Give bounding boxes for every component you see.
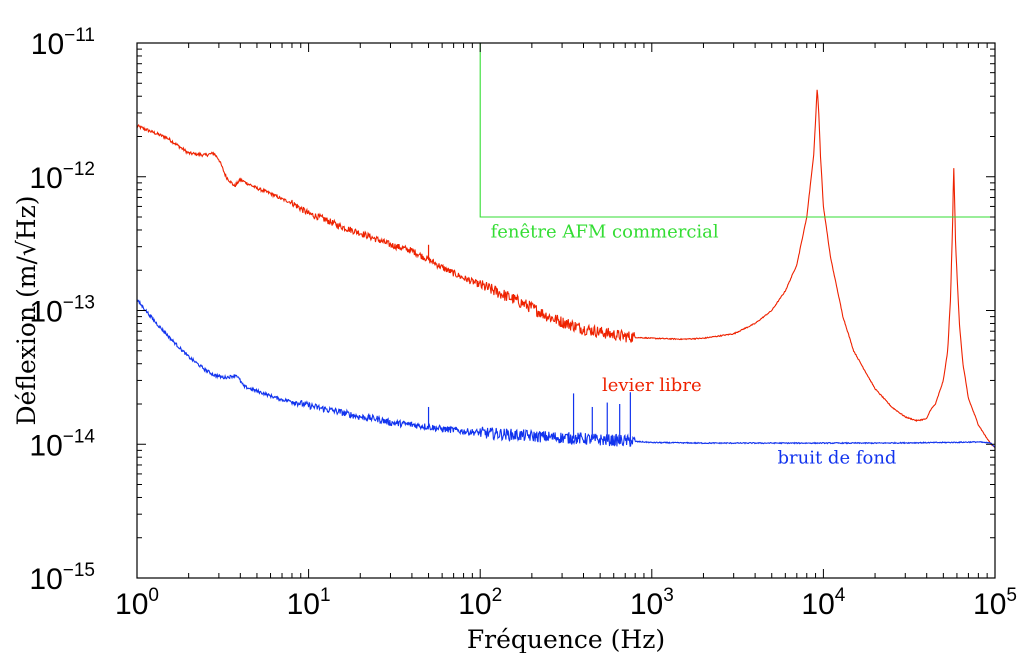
y-tick-label: 10−15 bbox=[29, 560, 95, 596]
annotation-levier-libre: levier libre bbox=[602, 375, 702, 396]
x-tick-label: 102 bbox=[458, 585, 502, 621]
y-tick-label: 10−11 bbox=[31, 25, 95, 61]
annotation-fenetre-afm-commercial: fenêtre AFM commercial bbox=[491, 222, 719, 243]
y-axis-label: Déflexion (m/√Hz) bbox=[12, 195, 41, 425]
x-tick-label: 104 bbox=[801, 585, 845, 621]
x-tick-label: 101 bbox=[287, 585, 331, 621]
tick-labels: 100 101 102 103 104 10510−1510−1410−1310−1210… bbox=[29, 25, 1017, 621]
x-tick-label: 100 bbox=[115, 585, 159, 621]
series-line-fenetre-afm-commercial bbox=[480, 43, 995, 217]
annotations: fenêtre AFM commercial levier libre bruit … bbox=[491, 222, 897, 469]
annotation-bruit-de-fond: bruit de fond bbox=[778, 447, 897, 468]
axis-ticks bbox=[137, 43, 995, 578]
plot-area bbox=[137, 43, 995, 448]
y-tick-label: 10−12 bbox=[29, 159, 95, 195]
y-tick-label: 10−14 bbox=[29, 426, 95, 462]
x-tick-label: 103 bbox=[630, 585, 674, 621]
plot-frame bbox=[137, 43, 995, 578]
x-tick-label: 105 bbox=[973, 585, 1017, 621]
x-axis-label: Fréquence (Hz) bbox=[467, 625, 665, 653]
